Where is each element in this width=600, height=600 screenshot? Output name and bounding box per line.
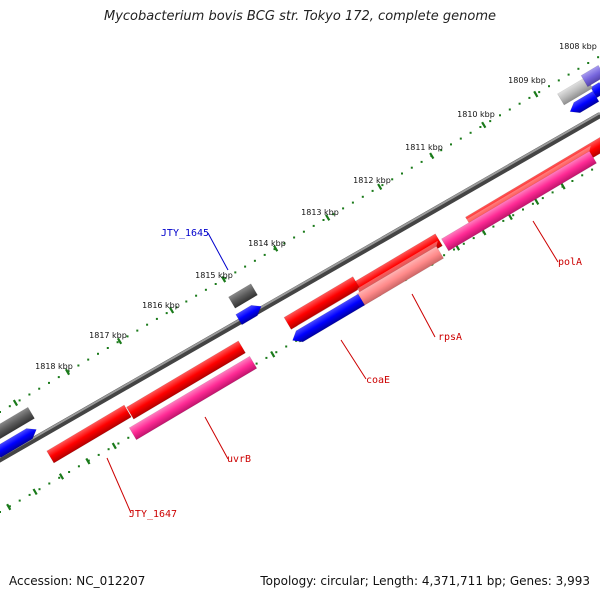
gene-label-coaE[interactable]: coaE xyxy=(366,375,390,386)
gene-label-polA[interactable]: polA xyxy=(558,257,582,268)
tick-label: 1815 kbp xyxy=(195,271,233,280)
gene-label-leader xyxy=(204,416,229,460)
map-title: Mycobacterium bovis BCG str. Tokyo 172, … xyxy=(104,9,496,24)
gene-red-4[interactable] xyxy=(124,335,248,420)
tick-label: 1814 kbp xyxy=(248,239,286,248)
tick-label: 1817 kbp xyxy=(89,331,127,340)
gene-blue-left[interactable] xyxy=(0,421,39,459)
topology-text: Topology: circular; Length: 4,371,711 bp… xyxy=(260,574,590,588)
gene-label-leader xyxy=(532,220,559,263)
tick-label: 1812 kbp xyxy=(353,176,391,185)
gene-JTY_1645-blue[interactable] xyxy=(234,298,265,326)
gene-red-2[interactable] xyxy=(352,228,446,295)
gene-label-rpsA[interactable]: rpsA xyxy=(438,332,462,343)
gene-label-leader xyxy=(340,339,367,380)
gene-lightgrey[interactable] xyxy=(555,71,595,106)
gene-label-leader xyxy=(411,293,436,338)
gene-uvrB[interactable] xyxy=(127,350,260,441)
gene-label-JTY_1647[interactable]: JTY_1647 xyxy=(129,509,177,520)
gene-grey-left[interactable] xyxy=(0,401,38,440)
genome-backbone xyxy=(0,112,600,463)
outer-tick-ring xyxy=(0,56,600,413)
gene-purple[interactable] xyxy=(579,59,600,88)
tick-label: 1810 kbp xyxy=(457,110,495,119)
gene-label-leader xyxy=(207,232,229,271)
tick-label: 1816 kbp xyxy=(142,301,180,310)
tick-label: 1813 kbp xyxy=(301,208,339,217)
gene-track xyxy=(0,59,600,464)
accession-text: Accession: NC_012207 xyxy=(9,574,146,588)
gene-label-leader xyxy=(106,457,132,514)
gene-JTY_1647[interactable] xyxy=(45,399,135,464)
tick-label: 1811 kbp xyxy=(405,143,443,152)
gene-label-uvrB[interactable]: uvrB xyxy=(227,454,251,465)
gene-coaE[interactable] xyxy=(287,288,368,346)
gene-pink-1[interactable] xyxy=(439,145,600,252)
tick-label: 1808 kbp xyxy=(559,42,597,51)
tick-label: 1818 kbp xyxy=(35,362,73,371)
gene-label-JTY_1645[interactable]: JTY_1645 xyxy=(161,228,209,239)
tick-label: 1809 kbp xyxy=(508,76,546,85)
gene-JTY_1645[interactable] xyxy=(226,278,260,309)
gene-red-3[interactable] xyxy=(282,271,363,330)
